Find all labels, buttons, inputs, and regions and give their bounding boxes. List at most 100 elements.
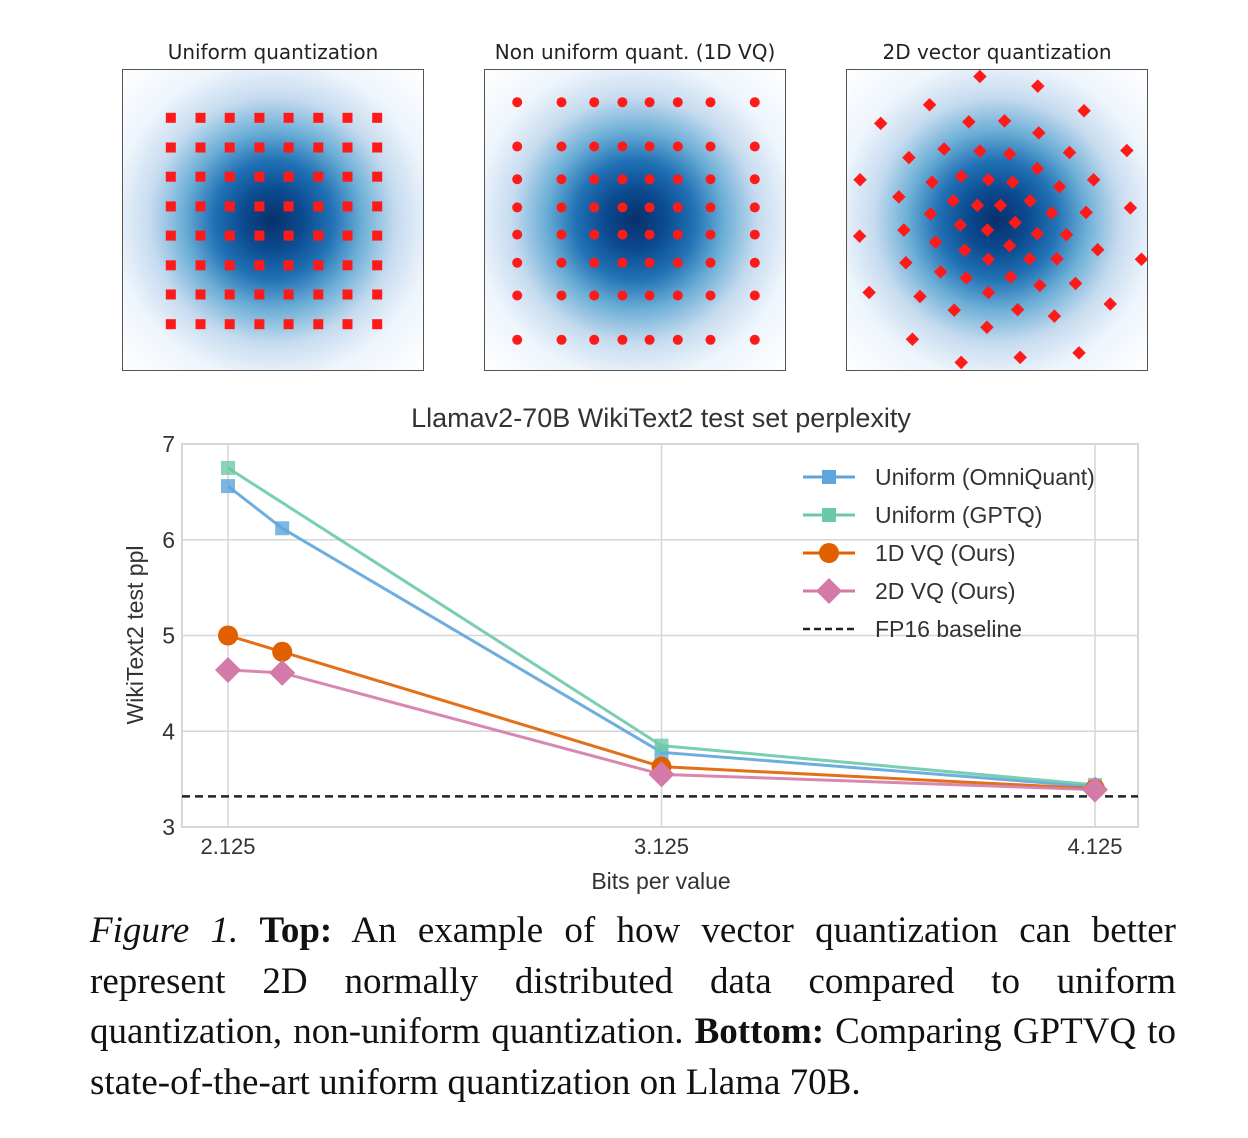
codebook-point xyxy=(705,229,716,240)
top-label: Top: xyxy=(259,910,333,951)
data-point xyxy=(654,738,669,753)
codebook-point xyxy=(644,174,655,185)
codebook-point xyxy=(1134,252,1149,267)
chart-title: Llamav2-70B WikiText2 test set perplexit… xyxy=(411,403,911,433)
codebook-point xyxy=(1013,350,1027,365)
codebook-point xyxy=(342,260,353,271)
codebook-point xyxy=(947,303,961,317)
codebook-point xyxy=(905,332,920,347)
legend-item: Uniform (OmniQuant) xyxy=(803,464,1095,490)
codebook-point xyxy=(644,97,655,108)
legend: Uniform (OmniQuant) Uniform (GPTQ) 1D VQ (… xyxy=(803,464,1095,642)
codebook-point xyxy=(672,141,683,152)
codebook-point xyxy=(254,319,265,330)
codebook-point xyxy=(617,290,628,301)
codebook-point xyxy=(556,334,567,345)
codebook-point xyxy=(372,201,383,212)
codebook-point xyxy=(1030,226,1045,241)
legend-label: FP16 baseline xyxy=(875,616,1022,642)
codebook-point xyxy=(973,70,987,84)
codebook-point xyxy=(556,202,567,213)
codebook-point xyxy=(195,319,206,330)
codebook-point xyxy=(372,112,383,123)
codebook-point xyxy=(1003,270,1018,284)
codebook-point xyxy=(512,290,523,301)
codebook-point xyxy=(1120,143,1134,158)
codebook-point xyxy=(165,289,176,300)
codebook-point xyxy=(672,229,683,240)
codebook-point xyxy=(342,142,353,153)
codebook-point xyxy=(589,290,600,301)
codebook-point xyxy=(313,142,324,153)
codebook-point xyxy=(372,142,383,153)
codebook-point xyxy=(1062,145,1077,160)
x-tick-label: 3.125 xyxy=(634,834,689,859)
codebook-point xyxy=(1079,205,1093,220)
codebook-point xyxy=(1002,238,1017,253)
codebook-point xyxy=(1047,309,1062,323)
codebook-point xyxy=(1031,79,1045,93)
bottom-text: Comparing GPTVQ to state-of-the-art unif… xyxy=(90,1011,1176,1103)
codebook-point xyxy=(165,171,176,182)
codebook-point xyxy=(195,112,206,123)
codebook-point xyxy=(749,290,760,301)
codebook-point xyxy=(254,230,265,241)
codebook-point xyxy=(195,230,206,241)
codebook-point xyxy=(254,142,265,153)
codebook-point xyxy=(892,190,906,204)
codebook-point xyxy=(1030,161,1045,176)
codebook-point xyxy=(749,97,760,108)
codebook-point xyxy=(749,174,760,185)
codebook-point xyxy=(342,319,353,330)
data-point xyxy=(221,479,235,494)
codebook-point xyxy=(617,174,628,185)
codebook-point xyxy=(959,271,974,285)
y-tick-label: 3 xyxy=(162,814,175,840)
codebook-point xyxy=(556,290,567,301)
codebook-point xyxy=(980,223,995,237)
codebook-point xyxy=(342,201,353,212)
codebook-point xyxy=(224,201,235,212)
codebook-point xyxy=(195,171,206,182)
codebook-point xyxy=(981,252,996,267)
y-tick-label: 4 xyxy=(162,718,175,744)
codebook-point xyxy=(672,290,683,301)
data-point xyxy=(272,641,293,662)
legend-label: 2D VQ (Ours) xyxy=(875,578,1016,604)
codebook-point xyxy=(254,289,265,300)
codebook-point xyxy=(1022,251,1037,266)
codebook-point xyxy=(589,174,600,185)
codebook-point xyxy=(1033,278,1047,293)
y-axis-label: WikiText2 test ppl xyxy=(122,546,148,725)
codebook-point xyxy=(705,174,716,185)
codebook-point xyxy=(1059,227,1074,242)
codebook-point xyxy=(589,229,600,240)
codebook-point xyxy=(254,201,265,212)
codebook-point xyxy=(195,260,206,271)
codebook-point xyxy=(1045,206,1059,220)
codebook-point xyxy=(1010,302,1025,317)
codebook-point xyxy=(283,171,294,182)
codebook-point xyxy=(224,142,235,153)
codebook-point xyxy=(749,202,760,213)
y-tick-label: 7 xyxy=(162,431,175,457)
series-line xyxy=(227,484,1096,789)
codebook-point xyxy=(589,257,600,268)
codebook-point xyxy=(705,141,716,152)
codebook-point xyxy=(970,198,985,213)
codebook-point xyxy=(512,174,523,185)
legend-marker xyxy=(822,508,836,522)
codebook-point xyxy=(749,334,760,345)
x-tick-label: 4.125 xyxy=(1067,834,1122,859)
perplexity-line-chart: 3 4 5 6 7 2.125 3.125 4.125 Llamav2-70B WikiText… xyxy=(122,403,1139,894)
codebook-point xyxy=(962,115,976,129)
codebook-point xyxy=(672,174,683,185)
panel-2dvq xyxy=(846,69,1149,371)
codebook-point xyxy=(372,319,383,330)
codebook-point xyxy=(617,334,628,345)
codebook-point xyxy=(853,172,867,187)
series-line xyxy=(227,668,1096,792)
codebook-point xyxy=(933,265,948,279)
panel-title-2dvq: 2D vector quantization xyxy=(882,40,1112,64)
panel-title-nonuniform: Non uniform quant. (1D VQ) xyxy=(494,40,776,64)
